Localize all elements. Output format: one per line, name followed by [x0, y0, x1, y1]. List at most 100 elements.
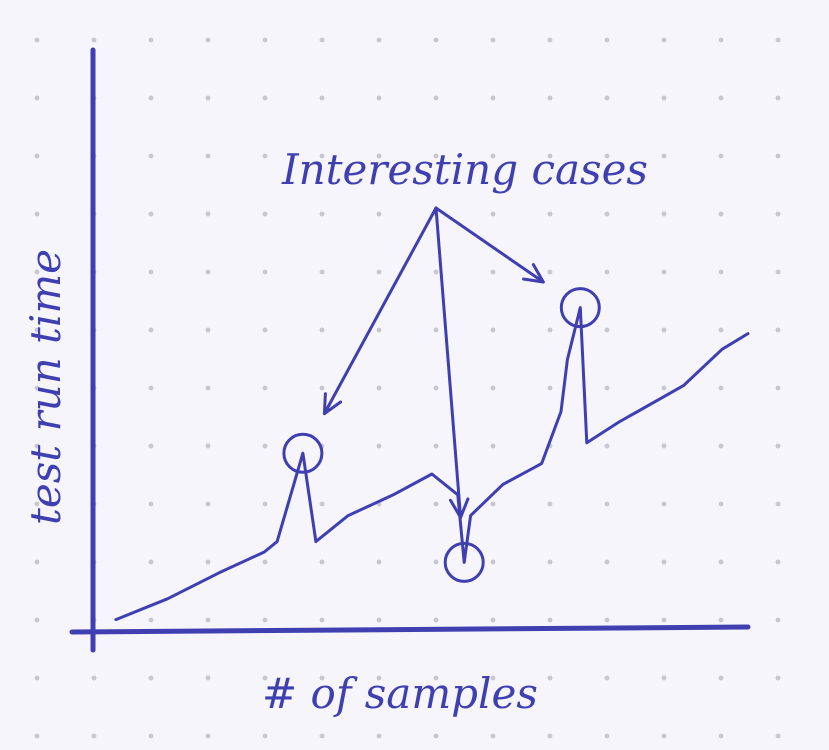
- grid-dot: [547, 269, 553, 275]
- grid-dot: [205, 153, 211, 159]
- grid-dot: [34, 37, 40, 43]
- grid-dot: [376, 443, 382, 449]
- grid-dot: [547, 501, 553, 507]
- grid-dot: [34, 211, 40, 217]
- grid-dot: [34, 675, 40, 681]
- grid-dot: [604, 95, 610, 101]
- grid-dot: [775, 269, 781, 275]
- grid-dot: [433, 95, 439, 101]
- grid-dot: [262, 211, 268, 217]
- grid-dot: [604, 501, 610, 507]
- grid-dot: [205, 95, 211, 101]
- annotation-arrow-shaft: [322, 206, 438, 416]
- grid-dot: [262, 675, 268, 681]
- grid-dot: [376, 269, 382, 275]
- grid-dot: [205, 327, 211, 333]
- grid-dot: [604, 617, 610, 623]
- grid-dot: [718, 327, 724, 333]
- grid-dot: [547, 37, 553, 43]
- grid-dot: [34, 443, 40, 449]
- grid-dot: [775, 675, 781, 681]
- grid-dot: [262, 733, 268, 739]
- grid-dot: [547, 385, 553, 391]
- grid-dot: [376, 95, 382, 101]
- grid-dot: [376, 37, 382, 43]
- highlight-circle: [559, 287, 601, 329]
- grid-dot: [718, 443, 724, 449]
- grid-dot: [490, 95, 496, 101]
- grid-dot: [148, 95, 154, 101]
- grid-dot: [148, 559, 154, 565]
- grid-dot: [775, 559, 781, 565]
- grid-dot: [91, 675, 97, 681]
- grid-dot: [34, 559, 40, 565]
- grid-dot: [34, 153, 40, 159]
- grid-dot: [433, 153, 439, 159]
- grid-dot: [376, 733, 382, 739]
- grid-dot: [433, 733, 439, 739]
- grid-dot: [490, 559, 496, 565]
- grid-dot: [604, 733, 610, 739]
- grid-dot: [433, 327, 439, 333]
- grid-dot: [661, 559, 667, 565]
- grid-dot: [604, 153, 610, 159]
- dot-grid: [34, 37, 781, 739]
- grid-dot: [433, 443, 439, 449]
- grid-dot: [319, 385, 325, 391]
- grid-dot: [205, 211, 211, 217]
- grid-dot: [718, 617, 724, 623]
- grid-dot: [319, 733, 325, 739]
- grid-dot: [718, 269, 724, 275]
- highlight-circle: [282, 432, 324, 474]
- grid-dot: [205, 269, 211, 275]
- grid-dot: [547, 675, 553, 681]
- grid-dot: [775, 327, 781, 333]
- grid-dot: [376, 559, 382, 565]
- grid-dot: [775, 95, 781, 101]
- grid-dot: [34, 617, 40, 623]
- grid-dot: [775, 617, 781, 623]
- grid-dot: [547, 153, 553, 159]
- grid-dot: [604, 559, 610, 565]
- grid-dot: [433, 559, 439, 565]
- grid-dot: [148, 327, 154, 333]
- grid-dot: [205, 443, 211, 449]
- highlight-circle: [443, 541, 485, 583]
- grid-dot: [547, 617, 553, 623]
- grid-dot: [262, 559, 268, 565]
- annotation-arrow-head: [522, 263, 545, 284]
- grid-dot: [91, 733, 97, 739]
- grid-dot: [547, 559, 553, 565]
- grid-dot: [661, 153, 667, 159]
- grid-dot: [262, 37, 268, 43]
- grid-dot: [376, 385, 382, 391]
- y-axis-label: test run time: [21, 249, 70, 525]
- grid-dot: [148, 501, 154, 507]
- grid-dot: [718, 385, 724, 391]
- grid-dot: [34, 269, 40, 275]
- grid-dot: [490, 733, 496, 739]
- grid-dot: [718, 153, 724, 159]
- grid-dot: [433, 37, 439, 43]
- grid-dot: [604, 211, 610, 217]
- data-series-line: [114, 306, 750, 622]
- grid-dot: [490, 617, 496, 623]
- grid-dot: [319, 559, 325, 565]
- grid-dot: [148, 269, 154, 275]
- grid-dot: [604, 37, 610, 43]
- grid-dot: [91, 37, 97, 43]
- grid-dot: [262, 153, 268, 159]
- grid-dot: [490, 153, 496, 159]
- grid-dot: [34, 327, 40, 333]
- grid-dot: [262, 385, 268, 391]
- grid-dot: [718, 211, 724, 217]
- grid-dot: [205, 385, 211, 391]
- grid-dot: [661, 675, 667, 681]
- grid-dot: [433, 269, 439, 275]
- grid-dot: [376, 617, 382, 623]
- grid-dot: [547, 211, 553, 217]
- grid-dot: [319, 327, 325, 333]
- grid-dot: [376, 675, 382, 681]
- grid-dot: [775, 153, 781, 159]
- grid-dot: [319, 675, 325, 681]
